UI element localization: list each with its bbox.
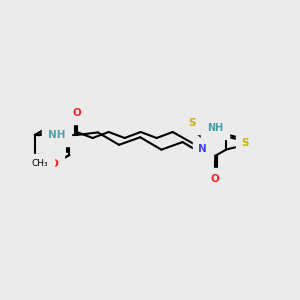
Text: O: O (211, 174, 219, 184)
Text: N: N (198, 145, 207, 154)
Text: NH: NH (207, 123, 223, 133)
Text: CH₃: CH₃ (32, 160, 48, 169)
Text: S: S (242, 138, 249, 148)
Text: S: S (188, 118, 196, 128)
Text: O: O (72, 108, 81, 118)
Text: O: O (50, 159, 58, 169)
Text: NH: NH (48, 130, 65, 140)
